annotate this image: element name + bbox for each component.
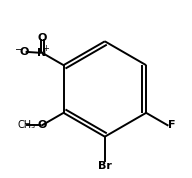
Text: CH₃: CH₃ xyxy=(17,120,35,130)
Text: O: O xyxy=(37,33,47,43)
Text: N: N xyxy=(37,48,47,58)
Text: O: O xyxy=(20,47,29,57)
Text: −: − xyxy=(15,46,23,56)
Text: +: + xyxy=(43,44,50,53)
Text: O: O xyxy=(37,120,47,130)
Text: F: F xyxy=(168,120,176,130)
Text: Br: Br xyxy=(98,161,112,171)
